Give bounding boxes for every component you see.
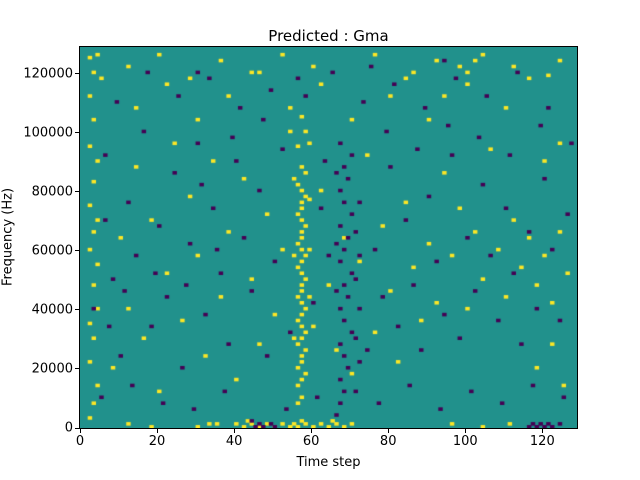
x-tick-mark (541, 429, 543, 433)
x-axis-label: Time step (296, 455, 361, 470)
heatmap-canvas (80, 47, 577, 428)
y-tick-mark (75, 191, 79, 193)
y-tick-mark (75, 427, 79, 429)
y-tick-label: 20000 (31, 361, 73, 377)
x-tick-label: 20 (148, 434, 166, 449)
y-tick-label: 60000 (31, 243, 73, 259)
y-tick-mark (75, 73, 79, 75)
y-tick-label: 100000 (23, 125, 73, 141)
x-tick-mark (79, 429, 81, 433)
y-tick-label: 0 (64, 420, 73, 436)
y-tick-label: 80000 (31, 184, 73, 200)
x-tick-mark (464, 429, 466, 433)
y-tick-mark (75, 368, 79, 370)
y-tick-mark (75, 132, 79, 134)
y-tick-mark (75, 250, 79, 252)
x-tick-label: 80 (379, 434, 397, 449)
x-tick-label: 120 (529, 434, 555, 449)
x-tick-mark (387, 429, 389, 433)
y-tick-label: 40000 (31, 302, 73, 318)
x-tick-mark (156, 429, 158, 433)
y-axis-label: Frequency (Hz) (0, 187, 16, 287)
x-tick-label: 100 (452, 434, 478, 449)
x-tick-label: 60 (302, 434, 320, 449)
y-tick-mark (75, 309, 79, 311)
x-tick-mark (310, 429, 312, 433)
x-tick-label: 40 (225, 434, 243, 449)
plot-area (79, 46, 578, 429)
x-tick-mark (233, 429, 235, 433)
chart-title: Predicted : Gma (268, 27, 389, 45)
y-tick-label: 120000 (23, 66, 73, 82)
x-tick-label: 0 (75, 434, 85, 449)
